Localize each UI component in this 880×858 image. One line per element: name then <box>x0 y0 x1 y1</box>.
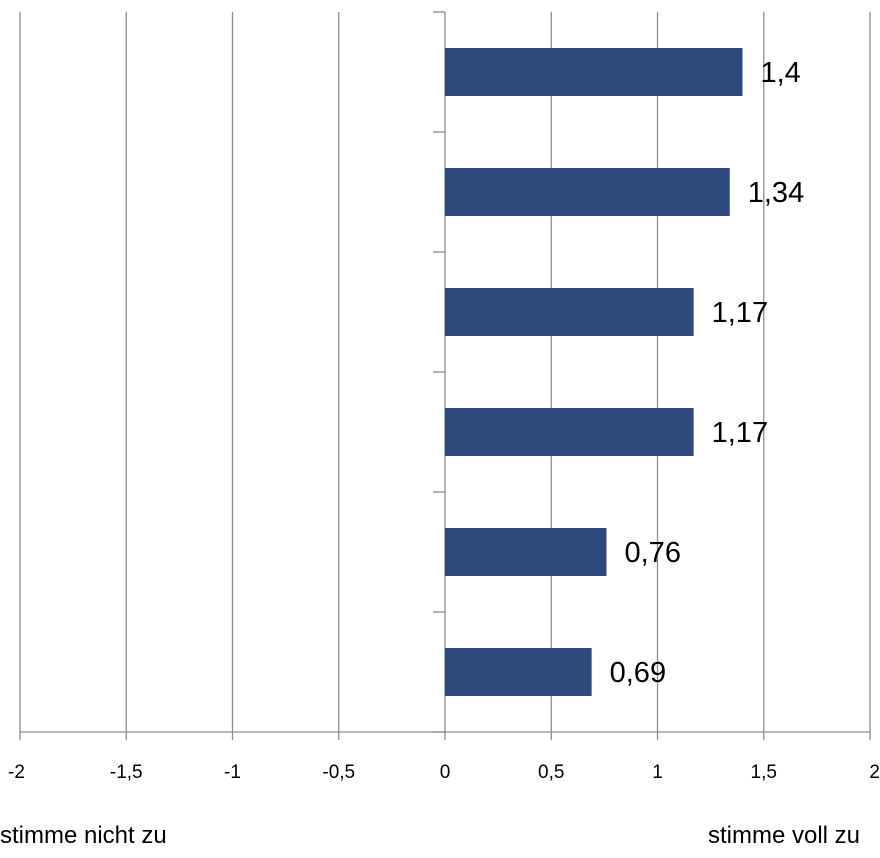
data-label-2: 1,17 <box>712 297 768 329</box>
bars <box>445 48 743 696</box>
x-tick-label-2: -1 <box>224 762 241 783</box>
x-tick-label-5: 0,5 <box>538 762 564 783</box>
data-label-4: 0,76 <box>625 537 681 569</box>
x-tick-label-6: 1 <box>652 762 663 783</box>
scale-label-left: stimme nicht zu <box>0 822 167 849</box>
x-tick-label-3: -0,5 <box>322 762 355 783</box>
bar-2 <box>445 288 694 336</box>
bar-5 <box>445 648 592 696</box>
data-label-0: 1,4 <box>761 57 801 89</box>
x-tick-label-7: 1,5 <box>751 762 777 783</box>
bar-3 <box>445 408 694 456</box>
data-label-1: 1,34 <box>748 177 804 209</box>
bar-4 <box>445 528 607 576</box>
x-tick-label-4: 0 <box>440 762 451 783</box>
axes <box>19 11 871 740</box>
scale-label-right: stimme voll zu <box>707 822 860 849</box>
data-label-3: 1,17 <box>712 417 768 449</box>
x-tick-labels: -2 -1,5 -1 -0,5 0 0,5 1 1,5 2 <box>8 762 880 783</box>
data-label-5: 0,69 <box>610 657 666 689</box>
bar-1 <box>445 168 730 216</box>
data-labels: 1,4 1,34 1,17 1,17 0,76 0,69 <box>610 57 805 689</box>
x-tick-label-1: -1,5 <box>110 762 143 783</box>
x-tick-label-8: 2 <box>869 762 880 783</box>
x-tick-label-0: -2 <box>8 762 25 783</box>
gridlines <box>19 12 871 732</box>
bar-0 <box>445 48 743 96</box>
